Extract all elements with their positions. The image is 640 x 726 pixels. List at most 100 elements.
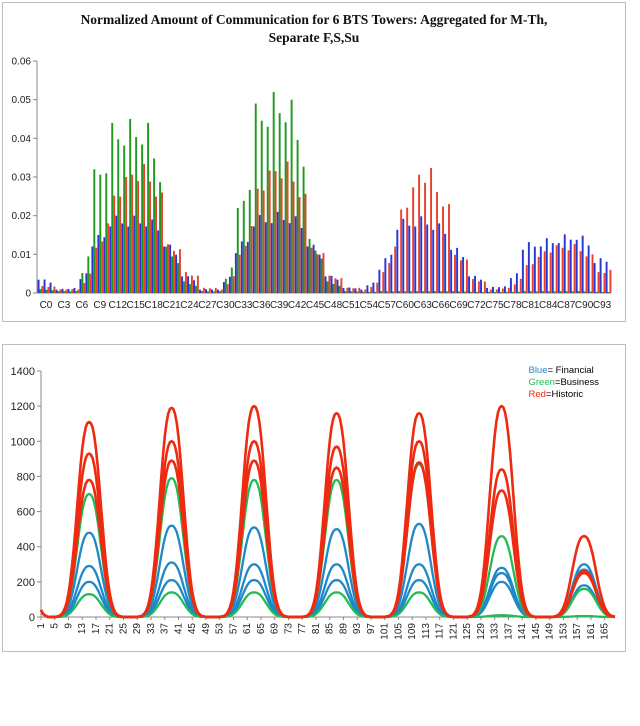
- x-tick-label: 29: [132, 623, 143, 635]
- bar-blue: [378, 269, 381, 293]
- bar-blue: [139, 223, 142, 293]
- bar-green: [141, 144, 144, 293]
- x-tick-label: C84: [539, 300, 558, 311]
- y-tick-label: 800: [17, 471, 35, 483]
- bar-red: [161, 192, 163, 293]
- bar-blue: [587, 245, 590, 293]
- bar-blue: [330, 275, 333, 293]
- bar-red: [202, 287, 205, 293]
- bar-green: [386, 291, 389, 293]
- bar-red: [495, 289, 498, 293]
- x-tick-label: 37: [160, 623, 171, 635]
- legend-label: =Business: [554, 377, 599, 388]
- bar-red: [394, 246, 397, 293]
- bar-green: [218, 291, 221, 293]
- legend-entry-business: Green=Business: [528, 377, 599, 389]
- bar-blue: [115, 215, 118, 293]
- bar-red: [208, 288, 211, 293]
- y-tick-label: 0: [29, 612, 35, 624]
- bar-blue: [270, 223, 273, 293]
- bar-blue: [450, 249, 453, 293]
- x-tick-label: C93: [593, 300, 612, 311]
- bar-red: [591, 254, 594, 293]
- bar-red: [507, 287, 510, 293]
- y-tick-label: 400: [17, 542, 35, 554]
- bar-green: [296, 139, 299, 293]
- bar-red: [489, 289, 492, 293]
- x-tick-label: C87: [557, 300, 576, 311]
- bar-blue: [521, 249, 524, 293]
- x-tick-label: C63: [413, 300, 432, 311]
- bar-blue: [408, 225, 411, 293]
- legend-entry-historic: Red=Historic: [528, 389, 599, 401]
- x-tick-label: C51: [342, 300, 361, 311]
- bar-red: [262, 190, 265, 293]
- bar-red: [83, 283, 86, 293]
- bar-green: [332, 284, 335, 293]
- bar-green: [374, 291, 377, 293]
- bar-blue: [414, 226, 417, 293]
- x-tick-label: 109: [407, 623, 418, 640]
- bar-green: [230, 267, 233, 293]
- bar-red: [155, 196, 157, 293]
- x-tick-label: C81: [521, 300, 540, 311]
- bar-blue: [462, 257, 465, 293]
- bar-blue: [294, 216, 297, 293]
- bar-red: [406, 207, 409, 293]
- bar-green: [362, 291, 365, 293]
- bar-blue: [79, 279, 82, 293]
- bar-green: [236, 207, 239, 293]
- bar-blue: [557, 243, 560, 293]
- bar-blue: [509, 278, 512, 293]
- bar-blue: [593, 263, 596, 293]
- bar-red: [286, 161, 289, 293]
- bar-green: [344, 291, 347, 293]
- y-tick-label: 1400: [11, 366, 35, 378]
- bar-green: [123, 145, 126, 293]
- bar-red: [322, 253, 325, 293]
- x-tick-label: C15: [126, 300, 145, 311]
- bar-green: [260, 120, 263, 294]
- bar-green: [278, 113, 281, 293]
- bar-blue: [91, 246, 94, 293]
- bar-green: [476, 291, 478, 293]
- bar-blue: [121, 223, 124, 293]
- bar-blue: [432, 229, 435, 293]
- bar-blue: [145, 226, 148, 293]
- bar-green: [595, 291, 598, 293]
- bar-red: [573, 244, 576, 293]
- bar-blue: [426, 224, 429, 293]
- bar-blue: [480, 279, 482, 293]
- bar-green: [254, 103, 257, 293]
- bar-red: [190, 275, 193, 293]
- bar-red: [53, 286, 56, 293]
- bar-red: [579, 251, 582, 293]
- bar-blue: [605, 261, 608, 293]
- bar-blue: [575, 239, 578, 293]
- bar-red: [334, 278, 337, 293]
- bar-green: [422, 291, 425, 293]
- bar-red: [310, 247, 313, 293]
- bar-green: [392, 291, 395, 293]
- bar-green: [314, 250, 317, 293]
- bar-blue: [372, 282, 375, 293]
- bar-blue: [163, 246, 166, 293]
- bar-green: [200, 291, 203, 293]
- x-tick-label: C18: [144, 300, 163, 311]
- x-tick-label: 165: [600, 623, 611, 640]
- x-tick-label: 149: [545, 623, 556, 640]
- x-tick-label: C39: [270, 300, 289, 311]
- legend-color-word: Green: [528, 377, 555, 388]
- bar-blue: [85, 273, 88, 293]
- bar-green: [290, 99, 293, 293]
- bar-red: [364, 289, 367, 293]
- x-tick-label: 137: [503, 623, 514, 640]
- bar-red: [477, 281, 480, 293]
- bar-red: [513, 284, 516, 293]
- x-tick-label: 33: [146, 623, 157, 635]
- bar-red: [298, 197, 301, 293]
- x-tick-label: 77: [297, 623, 308, 635]
- bar-blue: [306, 246, 309, 293]
- bar-blue: [288, 223, 291, 293]
- y-tick-label: 1000: [11, 436, 35, 448]
